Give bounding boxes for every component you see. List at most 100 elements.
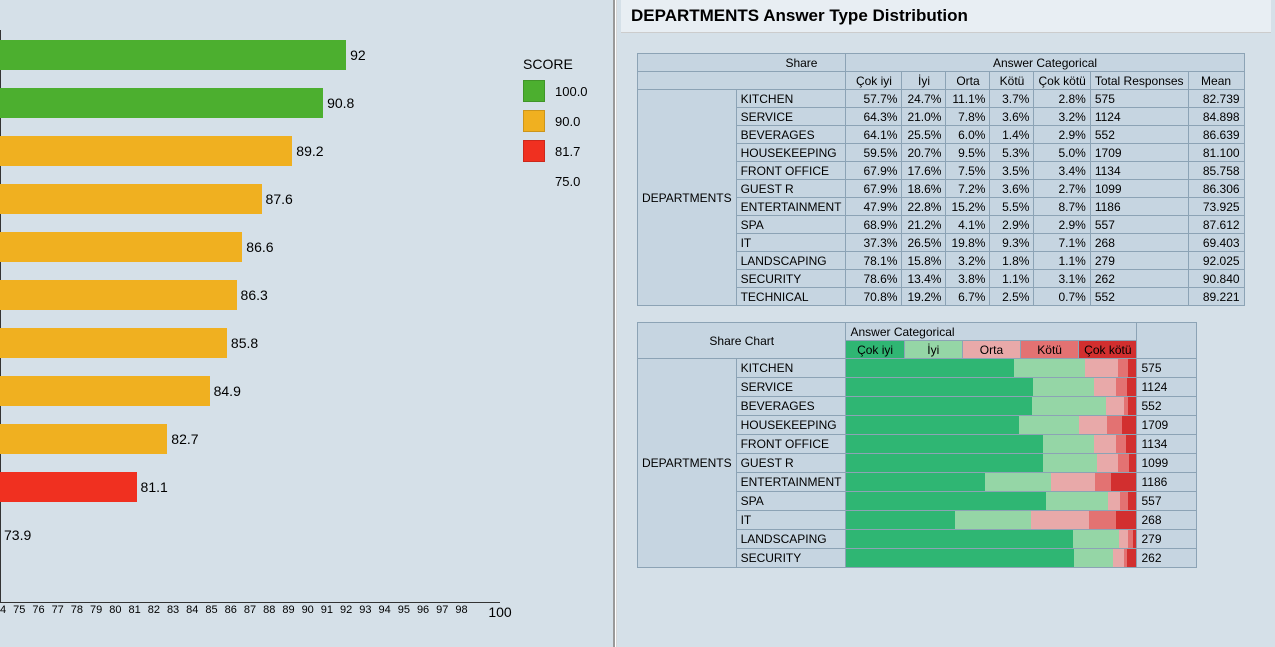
row-label[interactable]: ENTERTAINMENT: [736, 473, 846, 492]
bar-segment: [846, 511, 954, 529]
bar[interactable]: [0, 328, 227, 358]
row-label[interactable]: FRONT OFFICE: [736, 162, 846, 180]
row-label[interactable]: SERVICE: [736, 108, 846, 126]
category-header[interactable]: Çok iyi: [846, 341, 904, 359]
x-tick: 75: [13, 604, 25, 616]
pct-cell: 3.7%: [990, 90, 1034, 108]
pct-cell: 22.8%: [902, 198, 946, 216]
category-header[interactable]: Orta: [962, 341, 1020, 359]
bar-value-label: 81.1: [141, 479, 168, 495]
stacked-bar[interactable]: [846, 454, 1137, 473]
bar-segment: [846, 492, 1046, 510]
row-label[interactable]: GUEST R: [736, 180, 846, 198]
x-tick: 84: [186, 604, 198, 616]
stacked-bar[interactable]: [846, 359, 1137, 378]
stacked-bar[interactable]: [846, 492, 1137, 511]
column-header[interactable]: İyi: [902, 72, 946, 90]
bar[interactable]: [0, 184, 262, 214]
stacked-bar[interactable]: [846, 397, 1137, 416]
bar-value-label: 82.7: [171, 431, 198, 447]
x-axis-line: [0, 602, 500, 603]
row-label[interactable]: IT: [736, 511, 846, 530]
row-label[interactable]: GUEST R: [736, 454, 846, 473]
column-header[interactable]: Orta: [946, 72, 990, 90]
stacked-bar[interactable]: [846, 511, 1137, 530]
column-header[interactable]: Çok iyi: [846, 72, 902, 90]
score-bar-chart-panel: 9290.889.287.686.686.385.884.982.781.173…: [0, 0, 615, 647]
stacked-bar[interactable]: [846, 435, 1137, 454]
column-header[interactable]: Çok kötü: [1034, 72, 1090, 90]
row-label[interactable]: SPA: [736, 492, 846, 511]
column-header[interactable]: Kötü: [990, 72, 1034, 90]
stacked-bar[interactable]: [846, 473, 1137, 492]
column-header[interactable]: Total Responses: [1090, 72, 1188, 90]
bar-segment: [1031, 511, 1088, 529]
row-label[interactable]: ENTERTAINMENT: [736, 198, 846, 216]
bar[interactable]: [0, 376, 210, 406]
pct-cell: 68.9%: [846, 216, 902, 234]
row-label[interactable]: KITCHEN: [736, 90, 846, 108]
pct-cell: 11.1%: [946, 90, 990, 108]
category-header[interactable]: Çok kötü: [1079, 341, 1137, 359]
bar-segment: [1128, 359, 1136, 377]
row-label[interactable]: SPA: [736, 216, 846, 234]
row-label[interactable]: HOUSEKEEPING: [736, 144, 846, 162]
bar[interactable]: [0, 136, 292, 166]
bar-segment: [1120, 492, 1128, 510]
row-label[interactable]: SECURITY: [736, 270, 846, 288]
column-header[interactable]: Mean: [1188, 72, 1244, 90]
row-label[interactable]: BEVERAGES: [736, 126, 846, 144]
row-label[interactable]: FRONT OFFICE: [736, 435, 846, 454]
share-table: ShareAnswer CategoricalÇok iyiİyiOrtaKöt…: [637, 53, 1245, 306]
x-tick: 77: [52, 604, 64, 616]
pct-cell: 1.1%: [990, 270, 1034, 288]
bar-value-label: 87.6: [266, 191, 293, 207]
bar[interactable]: [0, 472, 137, 502]
category-header[interactable]: İyi: [904, 341, 962, 359]
total-cell: 557: [1090, 216, 1188, 234]
stacked-bar[interactable]: [846, 378, 1137, 397]
stacked-bar[interactable]: [846, 416, 1137, 435]
bar-value-label: 86.3: [241, 287, 268, 303]
row-label[interactable]: SERVICE: [736, 378, 846, 397]
row-label[interactable]: LANDSCAPING: [736, 252, 846, 270]
bar-value-label: 84.9: [214, 383, 241, 399]
bar-segment: [1116, 511, 1137, 529]
row-label[interactable]: TECHNICAL: [736, 288, 846, 306]
bar[interactable]: [0, 88, 323, 118]
x-tick: 82: [148, 604, 160, 616]
row-label[interactable]: KITCHEN: [736, 359, 846, 378]
pct-cell: 21.2%: [902, 216, 946, 234]
legend-swatch: [523, 140, 545, 162]
row-group-label: DEPARTMENTS: [638, 359, 737, 568]
bar-row: 82.7: [0, 424, 167, 454]
x-tick: 78: [71, 604, 83, 616]
row-label[interactable]: IT: [736, 234, 846, 252]
legend-item: 75.0: [523, 168, 603, 194]
total-cell: 262: [1090, 270, 1188, 288]
row-label[interactable]: SECURITY: [736, 549, 846, 568]
bar[interactable]: [0, 424, 167, 454]
row-label[interactable]: HOUSEKEEPING: [736, 416, 846, 435]
category-header[interactable]: Kötü: [1021, 341, 1079, 359]
stacked-bar[interactable]: [846, 549, 1137, 568]
pct-cell: 6.7%: [946, 288, 990, 306]
stacked-bar[interactable]: [846, 530, 1137, 549]
row-label[interactable]: BEVERAGES: [736, 397, 846, 416]
pct-cell: 2.7%: [1034, 180, 1090, 198]
group-header: Answer Categorical: [846, 323, 1137, 341]
pct-cell: 25.5%: [902, 126, 946, 144]
bar[interactable]: [0, 40, 346, 70]
bar[interactable]: [0, 280, 237, 310]
bar-segment: [1126, 435, 1136, 453]
bar-row: 87.6: [0, 184, 262, 214]
x-tick: 85: [205, 604, 217, 616]
pct-cell: 17.6%: [902, 162, 946, 180]
bar-segment: [1033, 378, 1094, 396]
row-label[interactable]: LANDSCAPING: [736, 530, 846, 549]
bar-segment: [1051, 473, 1095, 491]
bar[interactable]: [0, 232, 242, 262]
total-cell: 557: [1137, 492, 1197, 511]
bar-row: 85.8: [0, 328, 227, 358]
x-tick: 81: [128, 604, 140, 616]
